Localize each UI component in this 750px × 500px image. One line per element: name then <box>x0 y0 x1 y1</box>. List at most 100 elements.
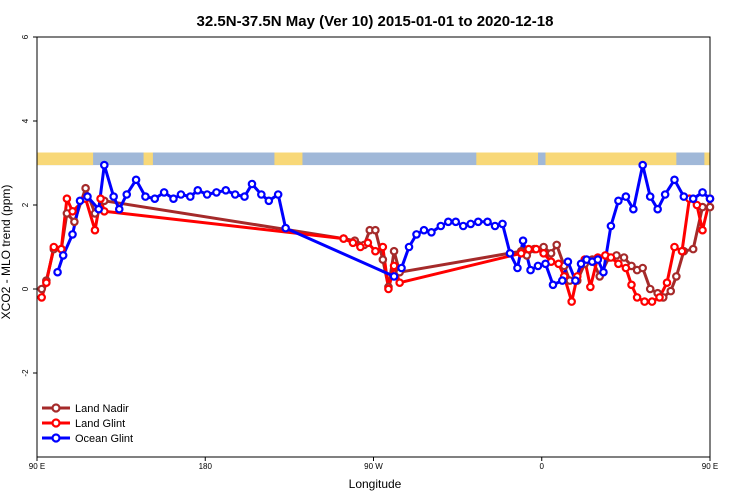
ocean-glint-point <box>483 217 492 227</box>
y-tick-label: 2 <box>21 202 30 207</box>
legend-swatch-marker <box>51 418 61 428</box>
land-glint-point <box>49 242 59 252</box>
ocean-glint-point <box>505 249 515 258</box>
legend-item-land-nadir: Land Nadir <box>42 403 129 415</box>
ocean-glint-point <box>230 190 240 199</box>
ocean-glint-point <box>458 221 468 231</box>
land-segment <box>476 152 539 166</box>
land-segment <box>37 152 94 166</box>
land-segment <box>545 152 677 166</box>
ocean-glint-point <box>533 261 543 271</box>
y-axis: -2 0 2 4 6 <box>21 34 37 377</box>
land-nadir-point <box>552 240 562 250</box>
land-nadir-point <box>389 246 399 256</box>
legend-item-ocean-glint: Ocean Glint <box>42 433 133 445</box>
ocean-glint-point <box>264 196 274 206</box>
legend-label: Ocean Glint <box>75 433 133 445</box>
ocean-glint-point <box>240 192 249 201</box>
land-glint-point <box>586 282 595 292</box>
y-axis-label: XCO2 - MLO trend (ppm) <box>0 185 13 320</box>
land-glint-point <box>621 263 631 273</box>
land-glint-point <box>339 234 348 243</box>
ocean-glint-point <box>58 251 68 260</box>
land-glint-point <box>554 259 563 269</box>
ocean-glint-point <box>705 194 715 204</box>
land-glint-point <box>96 194 105 204</box>
land-glint-point <box>627 280 636 290</box>
x-tick-label: 180 <box>199 462 213 471</box>
ocean-glint-point <box>131 175 141 185</box>
land-glint-point <box>655 293 664 302</box>
ocean-glint-point <box>273 190 283 199</box>
ocean-glint-point <box>614 196 623 206</box>
ocean-glint-point <box>466 219 476 229</box>
x-axis: 90 E 180 90 W 0 90 E <box>29 457 718 471</box>
land-glint-point <box>348 238 358 248</box>
land-glint-point <box>632 293 642 302</box>
land-glint-point <box>670 242 679 252</box>
ocean-glint-point <box>670 175 679 185</box>
land-glint-point <box>37 293 46 302</box>
land-segment <box>704 152 710 166</box>
land-glint-point <box>567 297 576 306</box>
ocean-glint-point <box>221 186 231 195</box>
ocean-glint-point <box>653 204 662 214</box>
ocean-glint-point <box>698 188 707 197</box>
land-glint-point <box>384 284 393 294</box>
ocean-glint-point <box>593 255 603 264</box>
ocean-glint-point <box>645 192 655 201</box>
ocean-glint-point <box>114 204 124 214</box>
ocean-glint-point <box>122 190 132 199</box>
land-nadir-point <box>37 284 46 294</box>
ocean-glint-point <box>68 230 77 239</box>
x-tick-label: 0 <box>540 462 545 471</box>
y-tick-label: 0 <box>21 286 30 291</box>
land-nadir-point <box>666 286 676 296</box>
land-nadir-point <box>672 272 681 281</box>
land-glint-point <box>62 194 72 204</box>
land-glint-point <box>531 244 541 254</box>
ocean-glint-point <box>202 190 212 199</box>
ocean-glint-point <box>397 263 406 273</box>
land-glint-point <box>371 246 380 256</box>
land-nadir-point <box>371 225 380 235</box>
land-glint-point <box>90 225 100 235</box>
ocean-glint-point <box>451 217 461 227</box>
ocean-glint-point <box>75 196 85 206</box>
ocean-glint-point <box>419 225 429 235</box>
legend: Land Nadir Land Glint Ocean Glint <box>42 403 133 445</box>
ocean-glint-point <box>169 194 178 204</box>
land-nadir-point <box>705 202 715 212</box>
land-glint-point <box>395 278 404 288</box>
land-glint-point <box>698 225 707 235</box>
ocean-glint-point <box>212 188 221 197</box>
ocean-glint-point <box>427 228 436 237</box>
x-tick-label: 90 E <box>29 462 45 471</box>
land-ocean-strip <box>37 152 710 166</box>
ocean-glint-point <box>53 267 62 277</box>
land-glint-point <box>692 200 702 210</box>
ocean-glint-point <box>100 160 109 170</box>
ocean-glint-point <box>150 194 160 204</box>
land-segment <box>143 152 153 166</box>
ocean-glint-point <box>185 192 195 201</box>
x-tick-label: 90 W <box>364 462 383 471</box>
ocean-glint-point <box>83 192 92 201</box>
ocean-glint-point <box>571 276 580 285</box>
land-nadir-point <box>378 255 388 264</box>
land-glint-point <box>389 261 399 271</box>
ocean-glint-point <box>563 257 573 267</box>
land-glint-point <box>606 253 616 262</box>
land-nadir-point <box>638 263 648 273</box>
ocean-glint-point <box>257 190 266 199</box>
land-glint-point <box>539 249 548 258</box>
ocean-glint-point <box>247 179 257 189</box>
ocean-glint-point <box>412 230 421 239</box>
land-nadir-line <box>40 186 710 299</box>
ocean-glint-point <box>109 192 118 201</box>
ocean-glint-point <box>389 272 399 281</box>
land-nadir-point <box>81 183 90 193</box>
land-glint-point <box>524 244 533 254</box>
ocean-glint-point <box>541 259 550 269</box>
